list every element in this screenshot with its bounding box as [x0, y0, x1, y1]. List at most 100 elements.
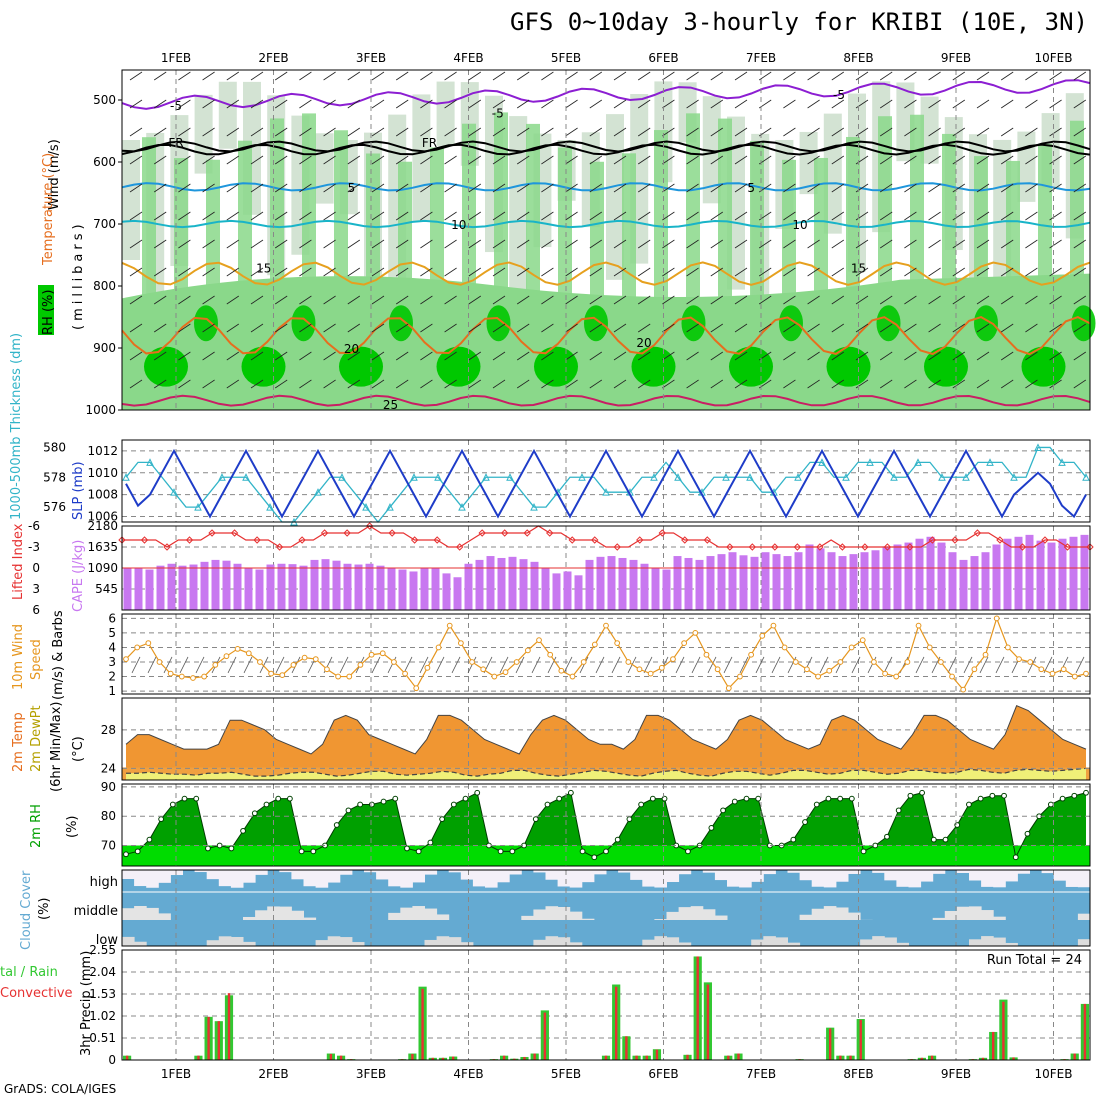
wind-barb [444, 99, 457, 109]
rh-point [509, 848, 516, 855]
wind-barb [153, 211, 167, 221]
wind-barb [952, 379, 966, 389]
cloud-low-gap [424, 939, 438, 946]
cloud-high-gap [1065, 870, 1079, 887]
wind-barb [541, 183, 554, 193]
wind-barb [147, 656, 157, 674]
wind-barb [1073, 379, 1087, 389]
date-label-bottom: 3FEB [356, 1067, 386, 1081]
wind-barb [723, 656, 733, 674]
wind-barb [202, 351, 215, 361]
rh-point [345, 807, 352, 814]
wind-barb [226, 239, 240, 249]
wind-barb [1025, 183, 1038, 193]
wind-barb [1049, 323, 1062, 333]
rh-mid-column [398, 161, 412, 299]
thickness-marker [338, 473, 346, 481]
wind-barb [299, 267, 312, 277]
wind-barb [952, 183, 966, 193]
li-marker [140, 536, 149, 544]
rh-point [942, 836, 949, 843]
wind-barb [468, 239, 482, 249]
wind-speed-point [413, 685, 420, 692]
li-marker [906, 543, 914, 551]
wind-barb [613, 295, 627, 305]
wind-barb [662, 211, 675, 221]
wind-barb [879, 379, 893, 389]
cloud-high-gap [969, 870, 982, 881]
wind-speed-point [234, 646, 241, 652]
rh-point [708, 825, 715, 831]
wind-barb [129, 99, 143, 109]
wind-barb [347, 71, 361, 81]
rh-point [860, 848, 867, 855]
rh-point [579, 848, 586, 855]
y-tick-label: 70 [101, 839, 116, 853]
li-marker [838, 543, 847, 551]
wind-barb [928, 379, 941, 389]
wind-speed-point [971, 666, 978, 673]
wind-barb [1000, 239, 1014, 249]
rh-point [298, 848, 305, 855]
wind-barb [637, 71, 651, 81]
wind-barb [129, 71, 143, 81]
wind-speed-point [357, 662, 364, 668]
thickness-marker [722, 473, 730, 481]
cape-bar [211, 559, 220, 610]
wind-barb [371, 379, 385, 389]
li-marker [320, 529, 329, 537]
wind-barb [783, 323, 796, 333]
rh-lower-band [122, 845, 1090, 866]
cape-bar [717, 554, 726, 610]
li-marker [163, 543, 171, 551]
y-axis-label: Wind (m/s) [47, 139, 62, 210]
wind-barb [710, 155, 724, 165]
wind-barb [178, 239, 191, 249]
y-tick-label: 28 [101, 723, 116, 737]
wind-speed-point [748, 651, 755, 658]
rh-dark-blob [389, 305, 413, 342]
wind-barb [758, 239, 772, 249]
wind-barb [435, 656, 445, 674]
cloud-high-gap [557, 870, 571, 887]
precip-convective-bar [604, 1055, 608, 1060]
precip-convective-bar [828, 1028, 832, 1060]
y-tick-label: 2.55 [89, 943, 116, 957]
cloud-low-gap [448, 937, 462, 946]
wind-speed-point [792, 659, 799, 665]
cape-bar [662, 569, 671, 610]
temperature-contour [121, 219, 1091, 229]
wind-barb [420, 155, 433, 165]
wind-barb [468, 267, 482, 277]
cloud-high-gap [811, 870, 825, 887]
y-axis-label: (m/s) & Barbs [51, 610, 66, 700]
wind-barb [395, 239, 409, 249]
rh-point [848, 795, 855, 802]
wind-barb [178, 99, 191, 109]
wind-barb [807, 155, 820, 165]
rh-point [614, 836, 621, 843]
wind-barb [565, 379, 578, 389]
wind-barb [202, 379, 215, 389]
y-tick-label-right: 1635 [87, 540, 118, 554]
wind-barb [153, 295, 167, 305]
wind-barb [904, 351, 917, 361]
cape-bar [409, 571, 418, 610]
thickness-marker [266, 502, 274, 511]
wind-barb [299, 379, 312, 389]
wind-barb [976, 183, 990, 193]
wind-barb [783, 239, 796, 249]
wind-barb [755, 656, 765, 674]
rh-point [603, 848, 609, 855]
precip-convective-bar [737, 1053, 740, 1060]
wind-barb [662, 239, 675, 249]
rh-mid-column [206, 159, 220, 299]
cloud-high-gap [1053, 870, 1067, 881]
thickness-marker [1010, 473, 1018, 481]
li-marker [771, 543, 779, 551]
cape-bar [563, 571, 572, 610]
rh-mid-column [142, 137, 156, 299]
rh-mid-column [238, 140, 252, 299]
rh-point [626, 816, 633, 823]
wind-barb [565, 183, 578, 193]
